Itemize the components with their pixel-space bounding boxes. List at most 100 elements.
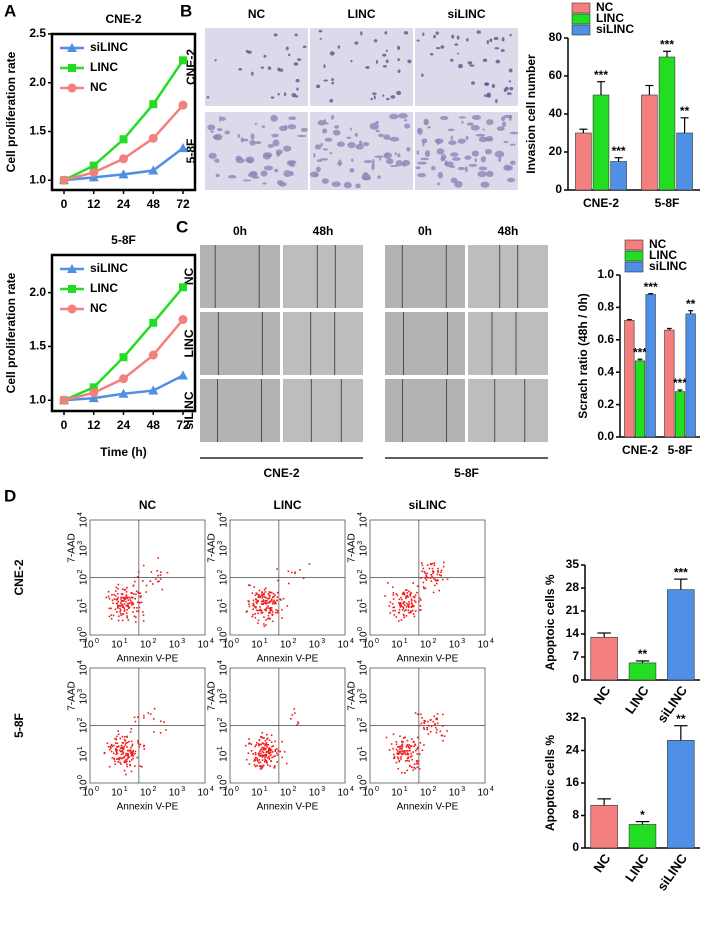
stained-cell xyxy=(243,138,249,142)
event-dot xyxy=(423,570,426,573)
event-dot xyxy=(294,572,296,575)
y-axis-label: 7-AAD xyxy=(347,681,358,710)
event-dot xyxy=(274,755,276,757)
event-dot xyxy=(410,592,412,595)
event-dot xyxy=(280,599,282,601)
stained-cell xyxy=(486,170,494,178)
stained-cell xyxy=(290,171,294,176)
stained-cell xyxy=(262,182,267,185)
stained-cell xyxy=(279,125,288,132)
y-tick-label: 2.5 xyxy=(29,26,46,40)
stained-cell xyxy=(237,133,241,138)
event-dot xyxy=(404,751,406,754)
y-tick-base: 10 xyxy=(79,545,90,557)
event-dot xyxy=(267,605,269,608)
event-dot xyxy=(136,576,139,578)
event-dot xyxy=(103,752,106,755)
event-dot xyxy=(403,591,405,594)
plot-frame xyxy=(50,32,197,192)
event-dot xyxy=(402,741,404,743)
event-dot xyxy=(281,608,283,611)
stained-cell xyxy=(417,173,427,178)
legend-swatch xyxy=(624,239,644,251)
y-tick-exponent: 3 xyxy=(357,689,364,693)
event-dot xyxy=(432,591,435,594)
event-dot xyxy=(400,605,403,608)
event-dot xyxy=(132,751,134,754)
stained-cell xyxy=(317,120,326,126)
y-tick-base: 10 xyxy=(79,722,90,734)
event-dot xyxy=(263,623,265,625)
event-dot xyxy=(267,597,270,600)
event-dot xyxy=(124,597,127,599)
event-dot xyxy=(159,578,162,580)
event-dot xyxy=(436,582,438,585)
point xyxy=(89,167,99,177)
event-dot xyxy=(270,734,273,737)
panel-label: D xyxy=(4,486,16,505)
event-dot xyxy=(395,748,398,751)
event-dot xyxy=(143,745,145,748)
event-dot xyxy=(396,594,399,597)
event-dot xyxy=(254,756,257,759)
event-dot xyxy=(267,747,270,750)
event-dot xyxy=(143,717,145,719)
stained-cell xyxy=(427,126,432,129)
y-tick-exponent: 2 xyxy=(77,717,84,721)
event-dot xyxy=(397,756,399,759)
y-tick-base: 10 xyxy=(219,693,230,705)
legend-swatch xyxy=(624,261,644,273)
stained-cell xyxy=(498,157,502,162)
micrograph xyxy=(310,28,413,106)
event-dot xyxy=(426,564,429,566)
significance-label: ** xyxy=(680,104,690,118)
event-dot xyxy=(392,592,395,594)
event-dot xyxy=(410,606,413,608)
event-dot xyxy=(271,602,274,605)
event-dot xyxy=(268,617,271,620)
x-tick-base: 10 xyxy=(477,640,489,651)
event-dot xyxy=(268,596,271,599)
y-tick-exponent: 3 xyxy=(357,541,364,545)
stained-cell xyxy=(486,119,494,126)
x-tick-base: 10 xyxy=(391,788,403,799)
event-dot xyxy=(263,616,265,618)
event-dot xyxy=(118,605,120,607)
event-dot xyxy=(398,603,401,605)
event-dot xyxy=(411,603,414,606)
event-dot xyxy=(260,743,262,746)
event-dot xyxy=(268,752,271,755)
event-dot xyxy=(421,564,424,567)
event-dot xyxy=(416,753,419,755)
x-tick-exponent: 4 xyxy=(490,638,494,645)
event-dot xyxy=(120,744,123,747)
event-dot xyxy=(405,606,408,608)
stained-cell xyxy=(431,165,436,171)
event-dot xyxy=(398,611,400,614)
stained-cell xyxy=(286,160,297,164)
event-dot xyxy=(404,753,407,756)
event-dot xyxy=(407,746,410,749)
event-dot xyxy=(436,713,439,715)
event-dot xyxy=(114,748,117,750)
event-dot xyxy=(135,616,137,618)
stained-cell xyxy=(383,152,392,159)
event-dot xyxy=(120,757,122,760)
event-dot xyxy=(409,764,411,767)
event-dot xyxy=(119,610,121,613)
event-dot xyxy=(271,611,274,613)
event-dot xyxy=(405,609,407,611)
stained-cell xyxy=(323,64,326,69)
event-dot xyxy=(406,602,408,605)
x-tick-exponent: 3 xyxy=(321,638,325,645)
event-dot xyxy=(115,753,117,756)
stained-cell xyxy=(371,163,375,171)
y-tick-exponent: 4 xyxy=(217,512,224,516)
event-dot xyxy=(438,589,441,592)
event-dot xyxy=(272,745,274,747)
event-dot xyxy=(128,596,130,599)
event-dot xyxy=(251,592,254,594)
event-dot xyxy=(137,741,139,744)
event-dot xyxy=(267,743,270,746)
bar xyxy=(610,161,627,191)
